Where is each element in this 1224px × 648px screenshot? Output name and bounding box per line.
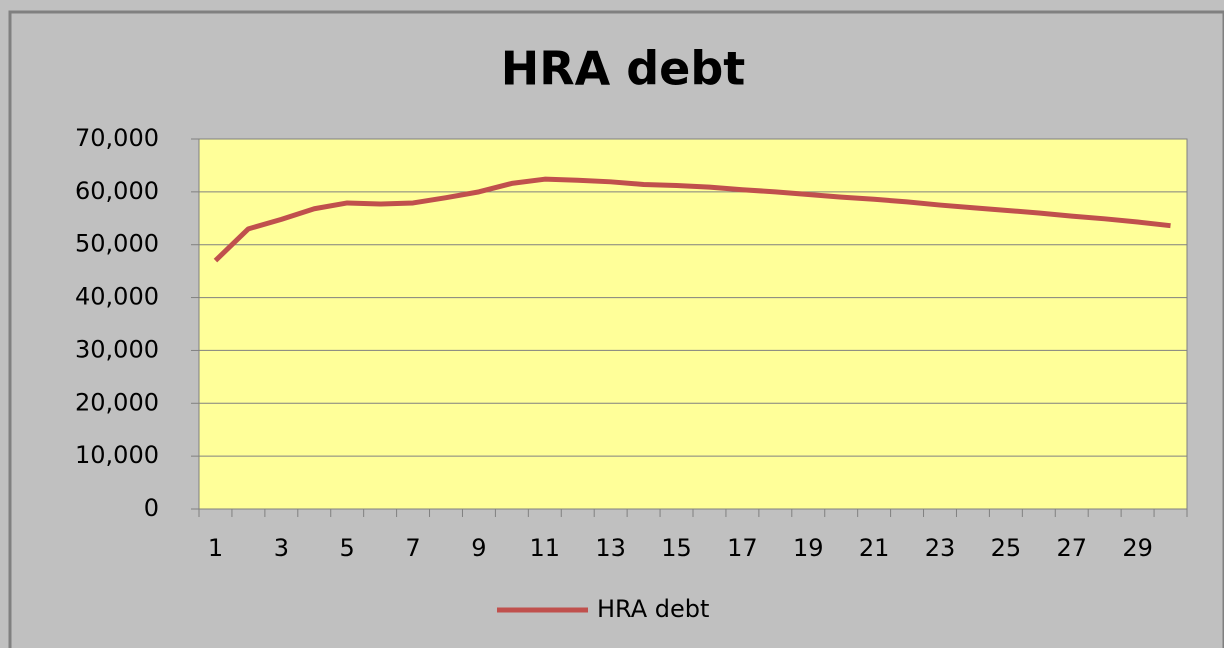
x-tick-label: 11	[530, 534, 561, 562]
x-tick-label: 13	[595, 534, 626, 562]
x-tick-label: 21	[859, 534, 890, 562]
y-tick-label: 0	[144, 494, 159, 522]
x-tick-label: 17	[727, 534, 758, 562]
chart-border	[8, 10, 1224, 648]
y-tick-label: 70,000	[75, 124, 159, 152]
x-tick-label: 19	[793, 534, 824, 562]
y-tick-label: 30,000	[75, 335, 159, 363]
x-tick-label: 1	[208, 534, 223, 562]
x-tick-label: 15	[661, 534, 692, 562]
x-tick-label: 23	[925, 534, 956, 562]
x-tick-label: 5	[340, 534, 355, 562]
y-tick-label: 40,000	[75, 283, 159, 311]
plot-area	[198, 138, 1188, 510]
y-tick-label: 50,000	[75, 230, 159, 258]
x-tick-label: 25	[991, 534, 1022, 562]
x-tick-label: 3	[274, 534, 289, 562]
x-tick-label: 9	[471, 534, 486, 562]
data-line	[213, 176, 1171, 263]
chart-title: HRA debt	[501, 42, 746, 96]
x-tick-label: 7	[405, 534, 420, 562]
x-tick-label: 27	[1056, 534, 1087, 562]
x-tick-label: 29	[1122, 534, 1153, 562]
y-tick-label: 20,000	[75, 388, 159, 416]
legend-label: HRA debt	[597, 595, 709, 623]
y-tick-label: 10,000	[75, 441, 159, 469]
y-tick-label: 60,000	[75, 177, 159, 205]
